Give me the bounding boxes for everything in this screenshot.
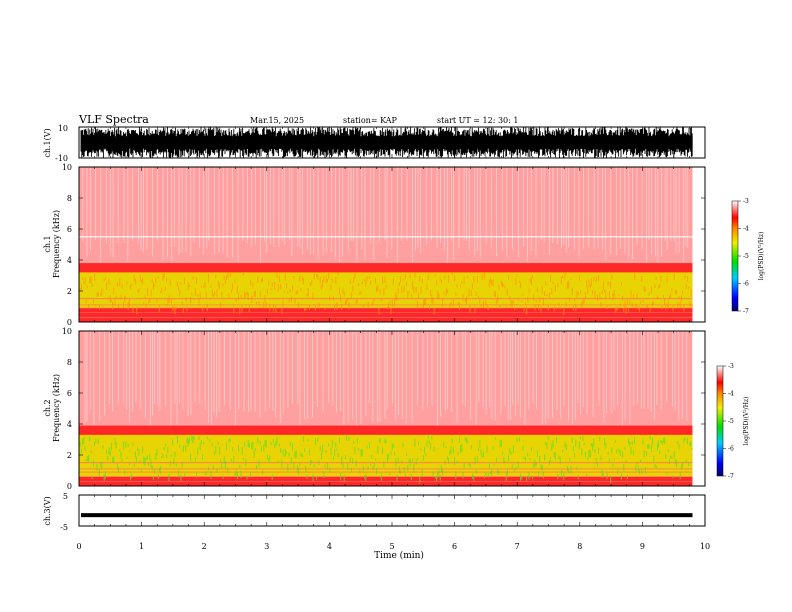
ch3-waveform-ylabel: ch.3(V) bbox=[43, 496, 52, 525]
ch1-colorbar-gradient bbox=[731, 200, 739, 312]
ch1-spectrogram-panel: 0 2 4 6 8 10 ch.1 Frequency (kHz) -3 -4 -5 -6 -7 … bbox=[43, 163, 765, 327]
colorbar-tick-label: -4 bbox=[728, 391, 734, 398]
figure-title: VLF Spectra bbox=[78, 113, 149, 126]
time-tick-label: 3 bbox=[264, 542, 269, 551]
frequency-tick-label: 6 bbox=[67, 389, 72, 398]
time-tick-label: 2 bbox=[202, 542, 207, 551]
time-tick-label: 4 bbox=[327, 542, 332, 551]
ch1-colorbar-label: log(PSD)(V²/Hz) bbox=[758, 232, 765, 281]
ch3-waveform-panel: 5 -5 ch.3(V) bbox=[43, 492, 706, 532]
time-axis-tick-labels: 0 1 2 3 4 5 6 7 8 9 10 bbox=[76, 542, 710, 551]
time-tick-label: 9 bbox=[640, 542, 645, 551]
ch2-frequency-ticks bbox=[78, 331, 706, 486]
ch1-spectrogram-ylabel-frequency: Frequency (kHz) bbox=[52, 210, 61, 278]
colorbar-tick-label: -4 bbox=[743, 226, 749, 233]
colorbar-tick-label: -5 bbox=[728, 418, 734, 425]
ch2-colorbar-ticks: -3 -4 -5 -6 -7 bbox=[723, 363, 734, 480]
time-axis-label: Time (min) bbox=[374, 550, 424, 561]
frequency-tick-label: 8 bbox=[67, 358, 72, 367]
colorbar-tick-label: -6 bbox=[728, 446, 734, 453]
colorbar-tick-label: -7 bbox=[743, 308, 749, 315]
ch1-frequency-ticks bbox=[78, 167, 706, 322]
frequency-tick-label: 10 bbox=[62, 327, 72, 336]
ch1-waveform-line bbox=[80, 127, 693, 158]
ch3-waveform-frame bbox=[78, 494, 706, 527]
frequency-tick-label: 10 bbox=[62, 163, 72, 172]
ch2-colorbar-gradient bbox=[716, 365, 724, 477]
ch2-spectrogram-ylabel-channel: ch.2 bbox=[43, 399, 52, 416]
time-tick-label: 7 bbox=[515, 542, 520, 551]
colorbar-tick-label: -6 bbox=[743, 281, 749, 288]
frequency-tick-label: 0 bbox=[67, 318, 72, 327]
frequency-tick-label: 4 bbox=[67, 420, 72, 429]
ch3-waveform-line bbox=[81, 513, 693, 518]
ch1-waveform-ylabel: ch.1(V) bbox=[43, 128, 52, 157]
header-date: Mar.15, 2025 bbox=[250, 116, 304, 125]
ch2-colorbar: -3 -4 -5 -6 -7 log(PSD)(V²/Hz) bbox=[716, 363, 750, 480]
ch3-ytick-bottom: -5 bbox=[60, 523, 68, 532]
colorbar-tick-label: -3 bbox=[743, 198, 749, 205]
time-tick-label: 5 bbox=[389, 542, 394, 551]
ch1-colorbar-ticks: -3 -4 -5 -6 -7 bbox=[738, 198, 749, 315]
frequency-tick-label: 2 bbox=[67, 287, 72, 296]
ch2-spectrogram-image: 0 2 4 6 8 10 bbox=[62, 327, 705, 491]
ch3-waveform-trace bbox=[81, 513, 693, 518]
frequency-tick-label: 0 bbox=[67, 482, 72, 491]
ch1-spectrogram-ylabel-channel: ch.1 bbox=[43, 235, 52, 252]
ch1-colorbar: -3 -4 -5 -6 -7 log(PSD)(V²/Hz) bbox=[731, 198, 765, 315]
ch3-ytick-top: 5 bbox=[63, 492, 68, 501]
ch2-spectrogram-ylabel-frequency: Frequency (kHz) bbox=[52, 374, 61, 442]
header-station: station= KAP bbox=[343, 116, 398, 125]
frequency-tick-label: 2 bbox=[67, 451, 72, 460]
colorbar-tick-label: -5 bbox=[743, 253, 749, 260]
frequency-tick-label: 8 bbox=[67, 194, 72, 203]
time-tick-label: 10 bbox=[700, 542, 710, 551]
colorbar-tick-label: -7 bbox=[728, 473, 734, 480]
spectrum-yellow-band bbox=[79, 272, 693, 309]
ch1-waveform-ticks bbox=[78, 127, 706, 158]
frequency-tick-label: 4 bbox=[67, 256, 72, 265]
time-tick-label: 8 bbox=[577, 542, 582, 551]
ch1-spectrogram-image: 0 2 4 6 8 10 bbox=[62, 163, 705, 327]
ch2-colorbar-label: log(PSD)(V²/Hz) bbox=[743, 397, 750, 446]
ch2-spectrogram-panel: 0 2 4 6 8 10 ch.2 Frequency (kHz) -3 -4 -5 -6 -7 … bbox=[43, 327, 750, 491]
time-tick-label: 6 bbox=[452, 542, 457, 551]
ch1-ytick-top: 10 bbox=[58, 124, 68, 133]
ch1-waveform-panel: 10 -10 ch.1(V) bbox=[43, 124, 706, 163]
time-tick-label: 0 bbox=[76, 542, 81, 551]
ch1-ytick-bottom: -10 bbox=[55, 154, 68, 163]
time-tick-label: 1 bbox=[139, 542, 144, 551]
ch1-waveform-trace bbox=[80, 127, 693, 158]
frequency-tick-label: 6 bbox=[67, 225, 72, 234]
ch3-waveform-ticks bbox=[78, 495, 706, 526]
header-start-time: start UT = 12: 30: 1 bbox=[437, 116, 518, 125]
colorbar-tick-label: -3 bbox=[728, 363, 734, 370]
